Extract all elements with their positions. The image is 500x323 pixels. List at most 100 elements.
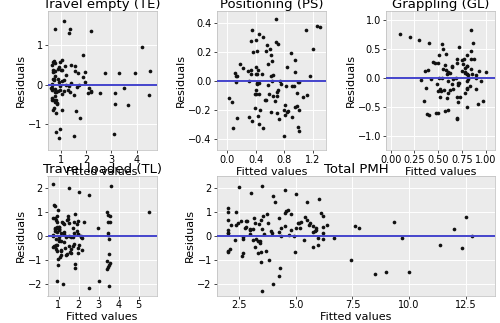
Point	[245, 114, 253, 120]
Point	[462, 64, 470, 69]
Point	[62, 82, 70, 87]
Point	[64, 87, 72, 92]
Point	[224, 249, 232, 254]
Point	[58, 107, 66, 112]
Point	[56, 254, 64, 259]
Point	[70, 225, 78, 230]
Point	[252, 38, 260, 43]
Point	[52, 225, 60, 230]
Point	[264, 61, 272, 67]
Point	[67, 80, 75, 86]
Point	[78, 236, 86, 241]
Point	[439, 46, 447, 51]
Point	[56, 238, 64, 243]
Point	[71, 68, 79, 74]
Point	[468, 27, 475, 32]
Point	[442, 109, 450, 114]
Point	[276, 117, 283, 122]
Point	[256, 241, 264, 246]
Point	[82, 80, 90, 85]
Point	[48, 95, 56, 100]
Point	[84, 91, 92, 96]
Point	[482, 69, 490, 75]
Point	[266, 91, 274, 96]
Point	[260, 97, 268, 102]
Point	[294, 103, 302, 109]
Point	[348, 258, 356, 263]
Point	[145, 92, 153, 97]
Point	[80, 52, 88, 57]
Point	[51, 93, 59, 98]
Point	[70, 219, 78, 224]
Point	[75, 82, 83, 87]
Point	[309, 46, 317, 51]
Point	[443, 95, 451, 100]
Point	[131, 71, 139, 76]
Point	[239, 65, 247, 70]
Point	[65, 221, 73, 226]
Point	[246, 227, 254, 233]
Point	[424, 67, 432, 72]
Point	[244, 68, 252, 73]
Point	[281, 113, 289, 118]
Point	[248, 237, 256, 242]
Point	[474, 101, 482, 107]
Point	[88, 28, 96, 34]
Point	[60, 222, 68, 227]
Point	[86, 89, 94, 94]
Point	[58, 230, 66, 235]
Point	[60, 231, 68, 236]
Point	[62, 218, 70, 223]
Point	[280, 188, 288, 193]
Point	[247, 67, 255, 72]
X-axis label: Fitted values: Fitted values	[236, 167, 307, 177]
Point	[55, 224, 63, 230]
Point	[258, 183, 266, 188]
Point	[110, 132, 118, 137]
Point	[224, 249, 232, 254]
Point	[62, 234, 70, 240]
Point	[268, 229, 276, 234]
Point	[317, 210, 325, 215]
Point	[390, 219, 398, 224]
Point	[77, 234, 85, 239]
Point	[75, 242, 83, 247]
Point	[74, 71, 82, 76]
Point	[256, 108, 264, 113]
Point	[50, 87, 58, 92]
Point	[263, 212, 271, 217]
Point	[55, 136, 63, 141]
Point	[58, 57, 66, 62]
Point	[246, 38, 254, 44]
Point	[53, 213, 61, 218]
Point	[434, 89, 442, 94]
Point	[64, 185, 72, 191]
Point	[292, 225, 300, 230]
Point	[452, 116, 460, 121]
Point	[292, 191, 300, 196]
Point	[433, 82, 441, 87]
Point	[104, 209, 112, 214]
Point	[300, 237, 308, 243]
Point	[254, 68, 262, 73]
Point	[466, 83, 474, 88]
Point	[303, 217, 311, 223]
Point	[312, 228, 320, 233]
Point	[232, 223, 239, 228]
Point	[101, 70, 109, 75]
Point	[462, 104, 470, 109]
Point	[252, 81, 260, 87]
Point	[254, 114, 262, 119]
Point	[406, 35, 413, 40]
Point	[382, 269, 390, 274]
Point	[467, 56, 475, 61]
Point	[319, 237, 327, 242]
Point	[232, 209, 239, 214]
Point	[256, 32, 264, 37]
Point	[294, 107, 302, 112]
Point	[232, 116, 240, 121]
Point	[239, 235, 247, 240]
Point	[243, 219, 251, 224]
X-axis label: Fitted values: Fitted values	[66, 167, 138, 177]
Point	[50, 203, 58, 208]
